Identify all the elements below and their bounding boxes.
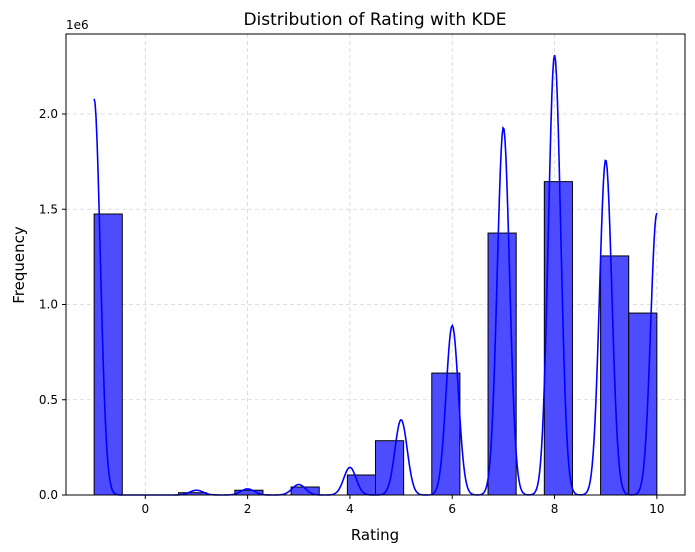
x-tick-label: 0 <box>141 502 149 516</box>
histogram-bar <box>628 312 658 496</box>
histogram-bar <box>93 213 123 496</box>
x-tick-label: 4 <box>346 502 354 516</box>
x-tick-label: 10 <box>649 502 664 516</box>
y-tick-label: 0.0 <box>39 488 58 502</box>
histogram-bars <box>93 181 658 496</box>
histogram-bar <box>346 474 377 496</box>
chart-title: Distribution of Rating with KDE <box>243 10 506 30</box>
grid-lines <box>66 34 685 496</box>
plot-frame <box>65 33 686 496</box>
x-tick-label: 8 <box>551 502 559 516</box>
histogram-bar <box>375 440 405 496</box>
y-tick-label: 1.5 <box>39 202 58 216</box>
y-offset-label: 1e6 <box>66 18 89 32</box>
y-tick-label: 0.5 <box>39 393 58 407</box>
x-tick-label: 2 <box>244 502 252 516</box>
y-tick-label: 1.0 <box>39 298 58 312</box>
y-tick-label: 2.0 <box>39 107 58 121</box>
x-axis-ticks: 0 2 4 6 8 10 <box>141 495 665 516</box>
y-axis-ticks: 0.0 0.5 1.0 1.5 2.0 <box>39 107 66 502</box>
x-axis-label: Rating <box>351 526 399 544</box>
y-axis-label: Frequency <box>10 226 28 304</box>
x-tick-label: 6 <box>448 502 456 516</box>
